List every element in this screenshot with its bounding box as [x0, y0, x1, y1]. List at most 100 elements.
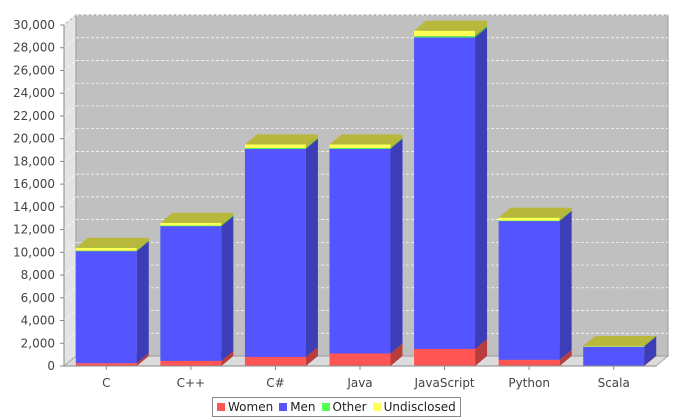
gridline-wall [63, 287, 77, 299]
legend-swatch [321, 403, 330, 411]
y-tick-label: 14,000 [13, 200, 55, 214]
bar-front [160, 222, 222, 226]
bar-front [75, 247, 137, 251]
bar-top [498, 207, 572, 218]
y-tick-label: 20,000 [13, 132, 55, 146]
bar-side [559, 211, 572, 360]
bar-men [244, 138, 318, 357]
bar-side [305, 346, 318, 366]
bar-side [475, 26, 488, 38]
bar-side [136, 241, 149, 364]
legend-item-undisclosed: Undisclosed [372, 400, 456, 414]
bar-undisclosed [75, 237, 149, 251]
bar-side [475, 338, 488, 366]
bar-front [75, 363, 137, 366]
bar-side [136, 240, 149, 252]
bar-side [136, 237, 149, 251]
legend-swatch [279, 403, 288, 411]
bar-front [75, 250, 137, 252]
bar-front [329, 353, 391, 366]
y-tick-label: 10,000 [13, 245, 55, 259]
x-tick-label: C# [266, 376, 284, 390]
bar-men [498, 211, 572, 360]
gridline-wall [63, 242, 77, 253]
plot-left-wall [63, 13, 77, 368]
bar-stack-java [329, 134, 403, 366]
y-tick-label: 2,000 [21, 336, 55, 350]
y-tick-label: 4,000 [21, 314, 55, 328]
bar-undisclosed [583, 336, 657, 347]
bar-side [305, 138, 318, 357]
bars [75, 20, 657, 367]
legend-label: Women [228, 400, 274, 414]
bar-side [475, 27, 488, 349]
y-tick-label: 26,000 [13, 63, 55, 77]
bar-top [160, 212, 234, 223]
bar-front [244, 356, 306, 366]
bar-stack-c [75, 237, 149, 366]
gridline-wall [63, 332, 77, 344]
bar-side [390, 138, 403, 354]
bar-undisclosed [160, 212, 234, 226]
legend-swatch [372, 403, 381, 411]
bar-front [498, 217, 560, 221]
bar-men [75, 241, 149, 364]
bar-side [136, 353, 149, 366]
bar-front [583, 346, 645, 347]
y-tick-label: 24,000 [13, 86, 55, 100]
bar-men [160, 216, 234, 361]
bar-top [329, 134, 403, 145]
bar-side [390, 343, 403, 366]
bar-front [244, 144, 306, 148]
bar-stack-c- [244, 134, 318, 366]
y-tick-label: 28,000 [13, 41, 55, 55]
bar-front [244, 147, 306, 149]
bar-front [414, 37, 476, 349]
bar-front [160, 360, 222, 366]
legend-label: Men [290, 400, 316, 414]
gridline-wall [63, 173, 77, 185]
bar-stack-scala [583, 336, 657, 367]
bar-stack-python [498, 207, 572, 366]
bar-side [390, 134, 403, 148]
bar-side [221, 216, 234, 361]
bar-top [75, 237, 149, 248]
gridline-wall [63, 196, 77, 208]
bar-front [414, 348, 476, 366]
x-tick-label: Scala [598, 376, 630, 390]
y-tick-label: 22,000 [13, 109, 55, 123]
bar-side [644, 336, 657, 366]
gridline-wall [63, 151, 77, 162]
gridline-wall [63, 14, 77, 26]
bar-side [305, 134, 318, 148]
y-tick-label: 8,000 [21, 268, 55, 282]
bar-front [498, 220, 560, 222]
legend-label: Other [332, 400, 367, 414]
y-tick-label: 30,000 [13, 18, 55, 32]
gridline-wall [63, 128, 77, 139]
bar-front [160, 225, 222, 227]
bar-men [414, 27, 488, 349]
bar-front [498, 359, 560, 366]
bar-side [559, 207, 572, 221]
bar-front [329, 148, 391, 354]
y-tick-label: 18,000 [13, 154, 55, 168]
bar-side [559, 210, 572, 222]
bar-front [329, 144, 391, 148]
bar-side [305, 137, 318, 149]
bar-undisclosed [414, 20, 488, 37]
gridline-wall [63, 82, 77, 94]
bar-top [583, 336, 657, 347]
y-axis: 0 2,000 4,000 6,000 8,000 10,000 12,000 14,000 1… [13, 18, 65, 373]
bar-front [244, 148, 306, 357]
bar-front [498, 221, 560, 360]
bar-front [329, 147, 391, 149]
legend: Women Men Other Undisclosed [212, 397, 461, 417]
y-tick-label: 0 [47, 359, 55, 373]
bar-front [583, 346, 645, 366]
bar-side [644, 336, 657, 347]
x-tick-label: C [102, 376, 110, 390]
bar-top [414, 20, 488, 31]
bar-side [644, 355, 657, 366]
